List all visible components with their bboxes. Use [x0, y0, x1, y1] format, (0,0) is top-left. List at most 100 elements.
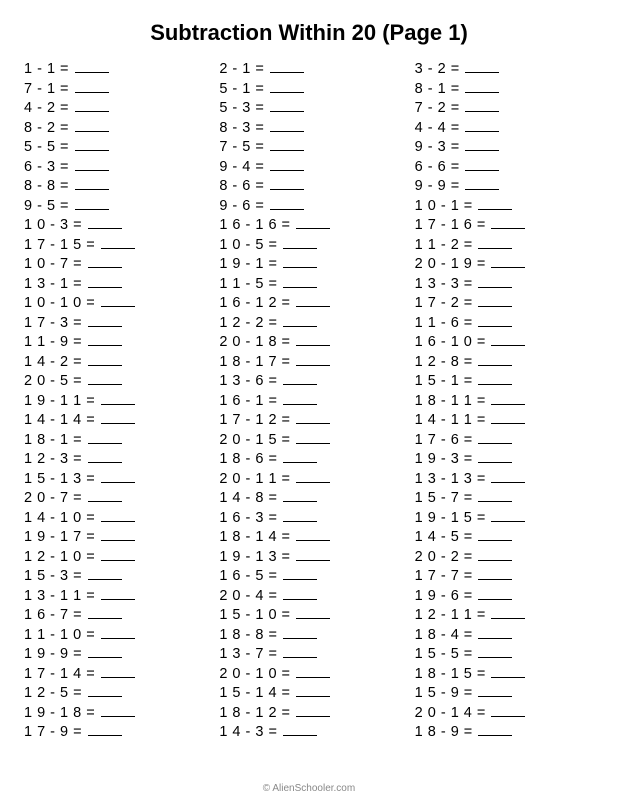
answer-blank[interactable]	[478, 209, 512, 210]
answer-blank[interactable]	[283, 657, 317, 658]
answer-blank[interactable]	[465, 111, 499, 112]
answer-blank[interactable]	[491, 267, 525, 268]
answer-blank[interactable]	[478, 657, 512, 658]
answer-blank[interactable]	[75, 72, 109, 73]
answer-blank[interactable]	[478, 735, 512, 736]
answer-blank[interactable]	[491, 228, 525, 229]
answer-blank[interactable]	[283, 735, 317, 736]
answer-blank[interactable]	[270, 209, 304, 210]
answer-blank[interactable]	[478, 248, 512, 249]
answer-blank[interactable]	[296, 423, 330, 424]
answer-blank[interactable]	[296, 618, 330, 619]
answer-blank[interactable]	[101, 677, 135, 678]
answer-blank[interactable]	[101, 560, 135, 561]
answer-blank[interactable]	[88, 618, 122, 619]
answer-blank[interactable]	[101, 540, 135, 541]
answer-blank[interactable]	[283, 287, 317, 288]
answer-blank[interactable]	[283, 267, 317, 268]
answer-blank[interactable]	[101, 306, 135, 307]
answer-blank[interactable]	[478, 365, 512, 366]
answer-blank[interactable]	[101, 599, 135, 600]
answer-blank[interactable]	[296, 228, 330, 229]
answer-blank[interactable]	[491, 521, 525, 522]
answer-blank[interactable]	[491, 345, 525, 346]
answer-blank[interactable]	[88, 365, 122, 366]
answer-blank[interactable]	[478, 306, 512, 307]
answer-blank[interactable]	[88, 443, 122, 444]
answer-blank[interactable]	[465, 170, 499, 171]
answer-blank[interactable]	[270, 111, 304, 112]
answer-blank[interactable]	[101, 404, 135, 405]
answer-blank[interactable]	[478, 287, 512, 288]
answer-blank[interactable]	[478, 462, 512, 463]
answer-blank[interactable]	[283, 501, 317, 502]
answer-blank[interactable]	[491, 482, 525, 483]
answer-blank[interactable]	[88, 501, 122, 502]
answer-blank[interactable]	[478, 384, 512, 385]
answer-blank[interactable]	[283, 404, 317, 405]
answer-blank[interactable]	[283, 248, 317, 249]
answer-blank[interactable]	[283, 579, 317, 580]
answer-blank[interactable]	[75, 150, 109, 151]
answer-blank[interactable]	[296, 345, 330, 346]
answer-blank[interactable]	[75, 131, 109, 132]
answer-blank[interactable]	[283, 384, 317, 385]
answer-blank[interactable]	[296, 696, 330, 697]
answer-blank[interactable]	[465, 72, 499, 73]
answer-blank[interactable]	[101, 638, 135, 639]
answer-blank[interactable]	[491, 423, 525, 424]
answer-blank[interactable]	[101, 482, 135, 483]
answer-blank[interactable]	[88, 384, 122, 385]
answer-blank[interactable]	[478, 560, 512, 561]
answer-blank[interactable]	[88, 287, 122, 288]
answer-blank[interactable]	[270, 189, 304, 190]
answer-blank[interactable]	[270, 131, 304, 132]
answer-blank[interactable]	[88, 462, 122, 463]
answer-blank[interactable]	[296, 677, 330, 678]
answer-blank[interactable]	[88, 579, 122, 580]
answer-blank[interactable]	[478, 326, 512, 327]
answer-blank[interactable]	[88, 326, 122, 327]
answer-blank[interactable]	[465, 189, 499, 190]
answer-blank[interactable]	[491, 716, 525, 717]
answer-blank[interactable]	[101, 521, 135, 522]
answer-blank[interactable]	[478, 599, 512, 600]
answer-blank[interactable]	[75, 209, 109, 210]
answer-blank[interactable]	[88, 267, 122, 268]
answer-blank[interactable]	[283, 521, 317, 522]
answer-blank[interactable]	[296, 560, 330, 561]
answer-blank[interactable]	[270, 170, 304, 171]
answer-blank[interactable]	[88, 696, 122, 697]
answer-blank[interactable]	[296, 365, 330, 366]
answer-blank[interactable]	[75, 111, 109, 112]
answer-blank[interactable]	[296, 716, 330, 717]
answer-blank[interactable]	[270, 92, 304, 93]
answer-blank[interactable]	[478, 443, 512, 444]
answer-blank[interactable]	[478, 638, 512, 639]
answer-blank[interactable]	[101, 423, 135, 424]
answer-blank[interactable]	[465, 92, 499, 93]
answer-blank[interactable]	[283, 638, 317, 639]
answer-blank[interactable]	[465, 150, 499, 151]
answer-blank[interactable]	[88, 657, 122, 658]
answer-blank[interactable]	[478, 696, 512, 697]
answer-blank[interactable]	[75, 170, 109, 171]
answer-blank[interactable]	[101, 248, 135, 249]
answer-blank[interactable]	[296, 482, 330, 483]
answer-blank[interactable]	[296, 306, 330, 307]
answer-blank[interactable]	[75, 189, 109, 190]
answer-blank[interactable]	[270, 72, 304, 73]
answer-blank[interactable]	[491, 618, 525, 619]
answer-blank[interactable]	[75, 92, 109, 93]
answer-blank[interactable]	[491, 677, 525, 678]
answer-blank[interactable]	[491, 404, 525, 405]
answer-blank[interactable]	[283, 462, 317, 463]
answer-blank[interactable]	[88, 345, 122, 346]
answer-blank[interactable]	[296, 443, 330, 444]
answer-blank[interactable]	[478, 579, 512, 580]
answer-blank[interactable]	[101, 716, 135, 717]
answer-blank[interactable]	[465, 131, 499, 132]
answer-blank[interactable]	[88, 228, 122, 229]
answer-blank[interactable]	[478, 540, 512, 541]
answer-blank[interactable]	[296, 540, 330, 541]
